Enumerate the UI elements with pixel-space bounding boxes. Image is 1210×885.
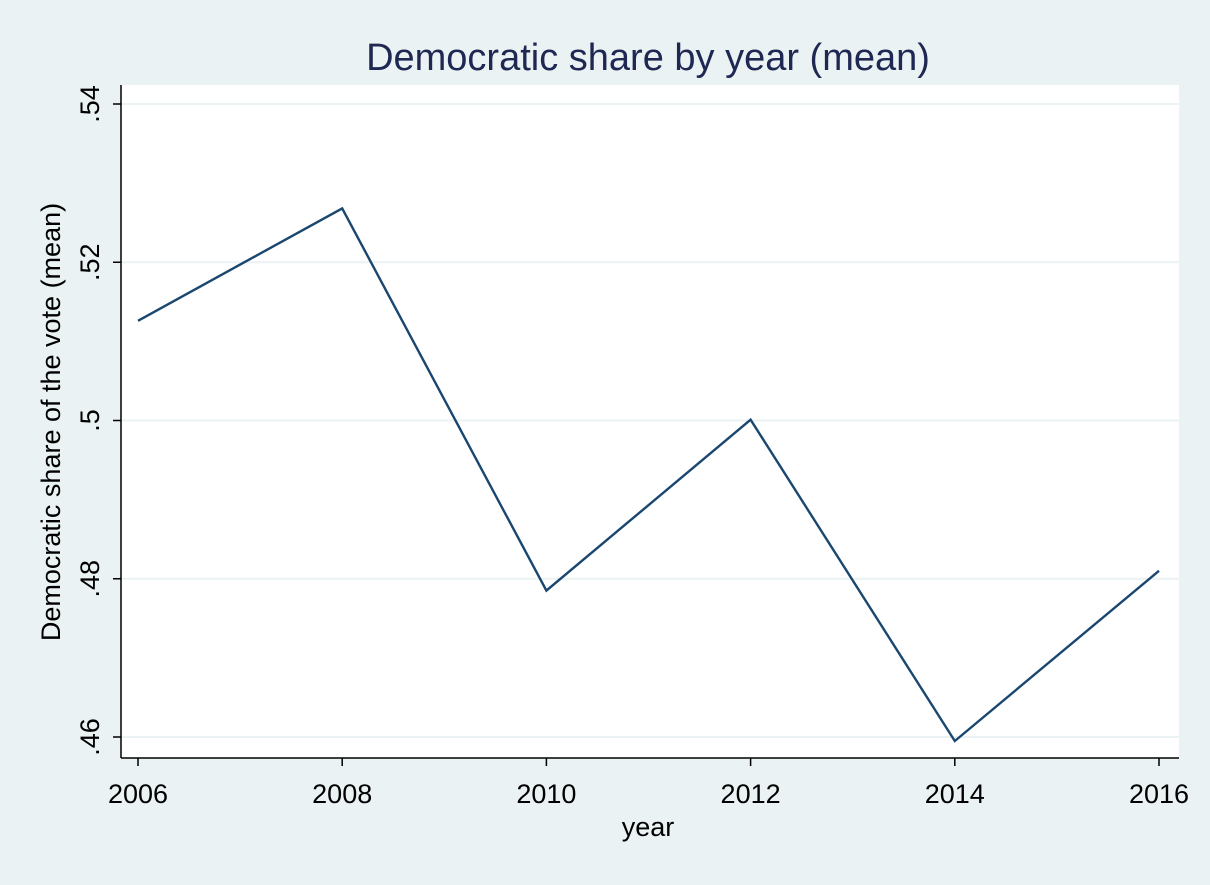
label-layer: Democratic share by year (mean) year Dem… xyxy=(36,37,930,842)
x-tick-label: 2014 xyxy=(925,779,985,809)
axes-layer: .46 .48 .5 .52 .54 2006 2008 2010 2012 2014 2016 xyxy=(75,85,1189,809)
x-tick-label: 2008 xyxy=(312,779,372,809)
x-tick-label: 2016 xyxy=(1129,779,1189,809)
y-tick-label: .52 xyxy=(75,243,105,281)
grid-layer xyxy=(121,103,1179,738)
y-tick-label: .48 xyxy=(75,560,105,598)
data-layer xyxy=(137,206,1160,743)
series-line xyxy=(137,206,1160,743)
chart-title: Democratic share by year (mean) xyxy=(366,37,930,79)
y-tick-label: .5 xyxy=(75,409,105,432)
x-axis-label: year xyxy=(622,812,675,842)
y-tick-label: .54 xyxy=(75,85,105,123)
x-tick-label: 2006 xyxy=(108,779,168,809)
x-tick-label: 2010 xyxy=(516,779,576,809)
y-tick-label: .46 xyxy=(75,718,105,756)
y-axis-label: Democratic share of the vote (mean) xyxy=(36,203,66,641)
x-tick-label: 2012 xyxy=(721,779,781,809)
